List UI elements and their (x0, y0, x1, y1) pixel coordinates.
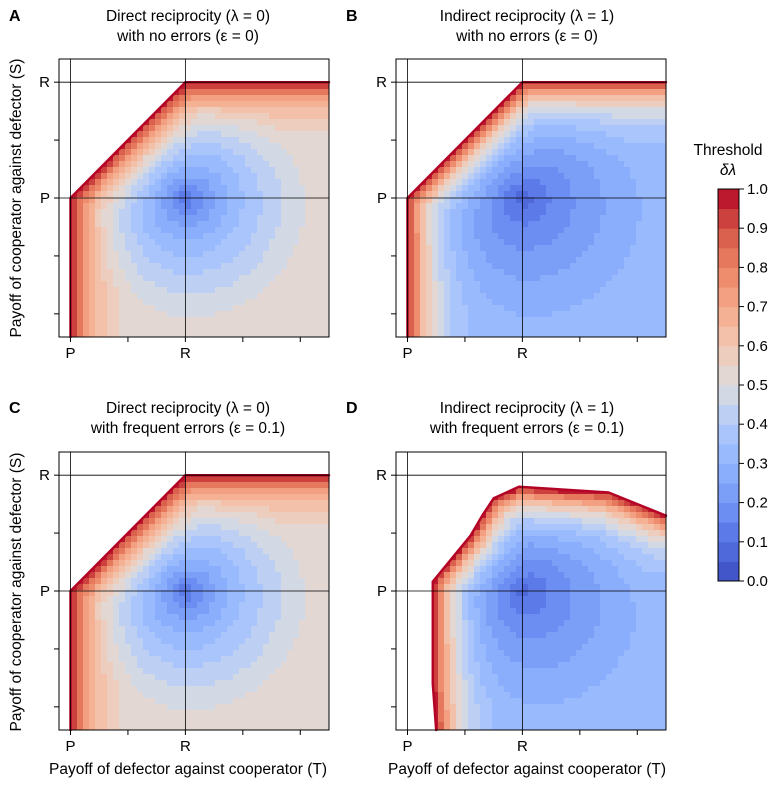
panel-c-xlabel: Payoff of defector against cooperator (T… (49, 761, 327, 778)
panel-a-title-line1: Direct reciprocity (λ = 0) (106, 8, 270, 25)
colorbar-tick-label: 0.6 (747, 338, 768, 355)
panel-c-title-line1: Direct reciprocity (λ = 0) (106, 400, 270, 417)
colorbar-level (718, 404, 739, 425)
colorbar-tick-label: 0.7 (747, 299, 768, 316)
y-tick-label-r: R (39, 74, 50, 91)
colorbar-level (718, 522, 739, 543)
colorbar-level (718, 541, 739, 562)
panel-c-ylabel: Payoff of cooperator against defector (S… (8, 453, 25, 732)
colorbar-tick-label: 0.1 (747, 534, 768, 551)
colorbar-level (718, 365, 739, 386)
panel-d-xlabel: Payoff of defector against cooperator (T… (388, 761, 666, 778)
contour-region (70, 82, 329, 337)
colorbar-level (718, 424, 739, 445)
x-tick-label-r: R (517, 738, 528, 755)
colorbar-level (718, 443, 739, 464)
y-tick-label-p: P (40, 583, 50, 600)
x-tick-label-p: P (65, 738, 75, 755)
y-tick-label-p: P (377, 583, 387, 600)
contour-region (70, 475, 329, 730)
region-boundary (431, 485, 668, 732)
panel-letter-d: D (346, 400, 358, 417)
y-tick-label-p: P (40, 190, 50, 207)
panel-letter-b: B (346, 8, 358, 25)
panel-d-title-line1: Indirect reciprocity (λ = 1) (440, 400, 614, 417)
panel-a-ylabel: Payoff of cooperator against defector (S… (8, 59, 25, 338)
y-tick-label-r: R (376, 74, 387, 91)
colorbar-level (718, 189, 739, 210)
panel-b-title-line1: Indirect reciprocity (λ = 1) (440, 8, 614, 25)
panel-letter-c: C (9, 400, 21, 417)
colorbar-level (718, 385, 739, 406)
x-tick-label-r: R (180, 345, 191, 362)
colorbar-level (718, 208, 739, 229)
panel-b-plot: P R R P (376, 58, 668, 362)
panel-c-plot: P R R P (39, 451, 331, 755)
y-tick-label-r: R (39, 467, 50, 484)
x-tick-label-p: P (65, 345, 75, 362)
panel-letter-a: A (9, 8, 21, 25)
colorbar-level (718, 502, 739, 523)
panel-d-plot: P R R P (376, 451, 668, 755)
colorbar-level (718, 561, 739, 582)
x-tick-label-p: P (402, 738, 412, 755)
colorbar-tick-label: 0.5 (747, 377, 768, 394)
colorbar-tick-label: 0.8 (747, 259, 768, 276)
colorbar: 1.0 0.9 0.8 0.7 0.6 0.5 0.4 0.3 0.2 0.1 0.0 (717, 181, 768, 590)
colorbar-level (718, 345, 739, 366)
panel-c-title-line2: with frequent errors (ε = 0.1) (90, 420, 285, 437)
panel-d-title-line2: with frequent errors (ε = 0.1) (429, 420, 624, 437)
colorbar-tick-label: 0.0 (747, 573, 768, 590)
colorbar-tick-label: 0.9 (747, 220, 768, 237)
x-tick-label-r: R (517, 345, 528, 362)
colorbar-tick-label: 0.4 (747, 416, 768, 433)
x-tick-label-p: P (402, 345, 412, 362)
x-tick-label-r: R (180, 738, 191, 755)
panel-a-title-line2: with no errors (ε = 0) (116, 28, 259, 45)
colorbar-symbol: δλ (720, 162, 736, 179)
colorbar-tick-label: 0.2 (747, 495, 768, 512)
panel-a-plot: P R R P (39, 58, 331, 362)
contour-region (407, 82, 666, 337)
panel-b-title-line2: with no errors (ε = 0) (455, 28, 598, 45)
colorbar-level (718, 306, 739, 327)
colorbar-level (718, 483, 739, 504)
y-tick-label-r: R (376, 467, 387, 484)
colorbar-level (718, 463, 739, 484)
y-tick-label-p: P (377, 190, 387, 207)
colorbar-tick-label: 0.3 (747, 455, 768, 472)
colorbar-tick-label: 1.0 (747, 181, 768, 198)
contour-region (432, 486, 666, 730)
colorbar-label: Threshold (694, 142, 763, 159)
colorbar-level (718, 267, 739, 288)
colorbar-level (718, 287, 739, 308)
colorbar-level (718, 326, 739, 347)
colorbar-level (718, 247, 739, 268)
colorbar-level (718, 228, 739, 249)
